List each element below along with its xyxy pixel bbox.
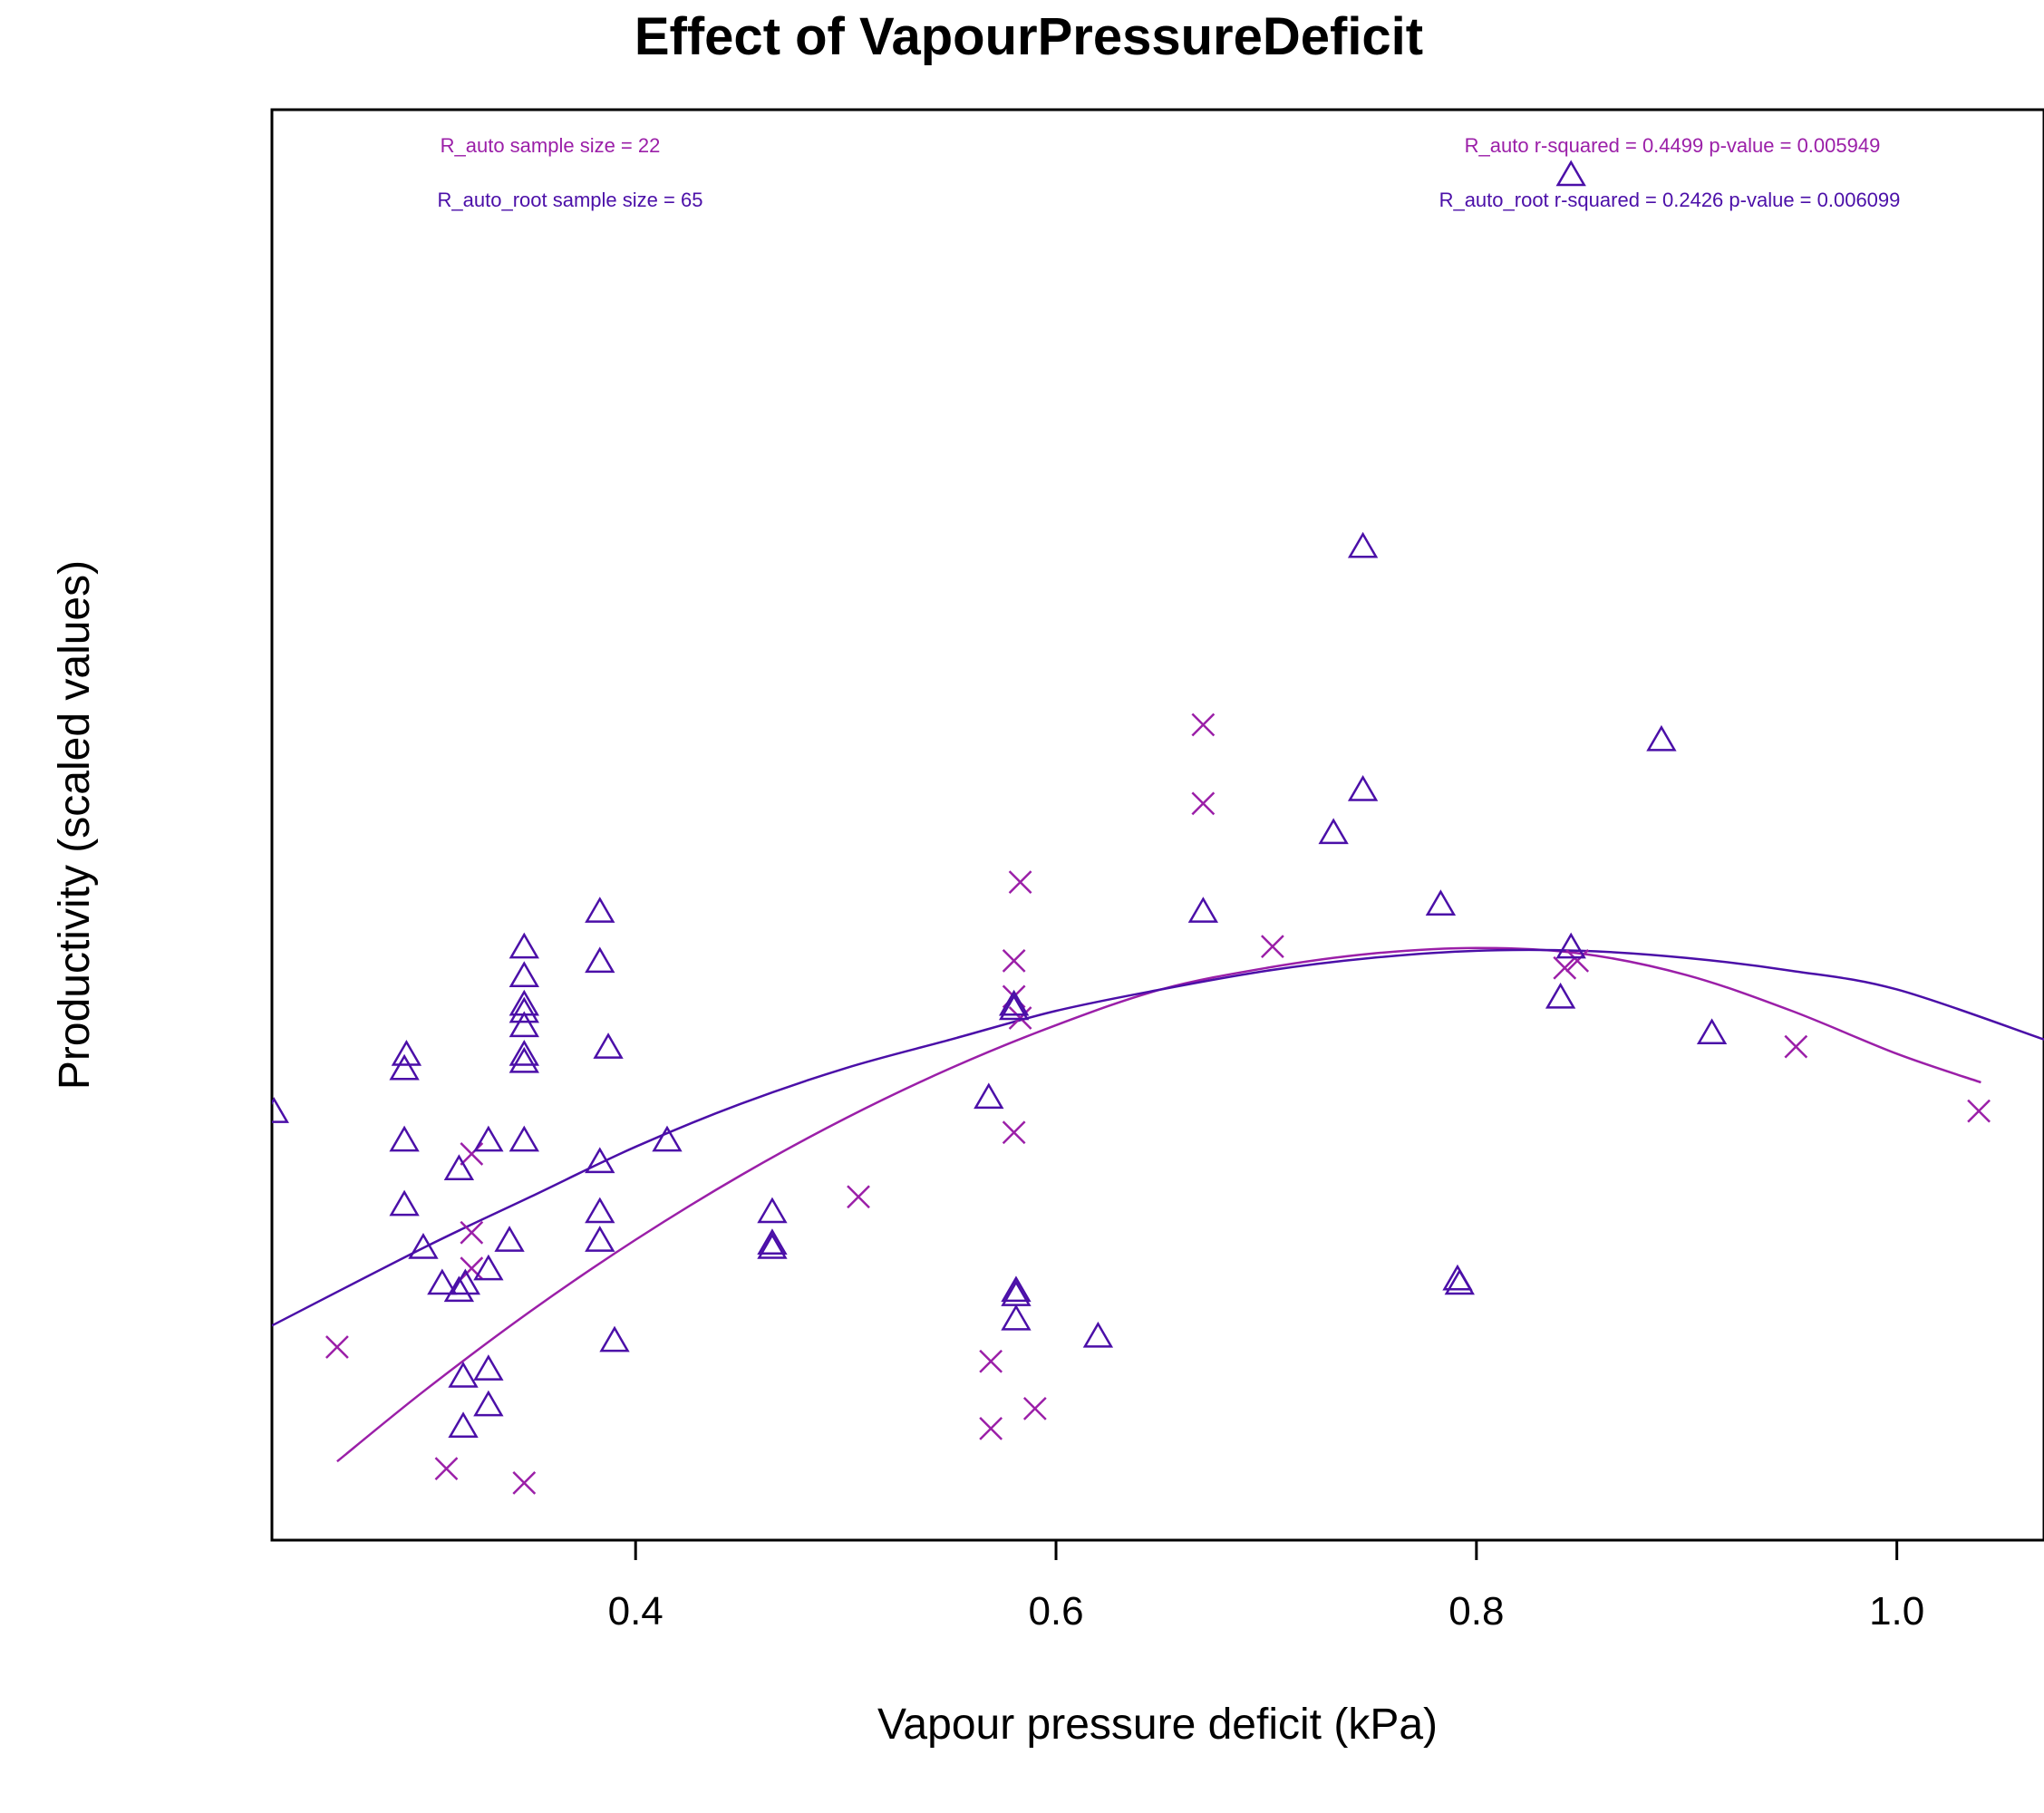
annotation-auto-sample-size: R_auto sample size = 22 [441,134,661,157]
data-point-triangle [473,1125,504,1152]
data-point-triangle [757,1233,788,1259]
data-point-triangle [1347,775,1379,801]
data-point-cross [1565,949,1590,973]
data-point-triangle [1425,889,1457,916]
data-point-triangle [509,996,539,1023]
data-point-triangle [450,1268,481,1295]
data-point-triangle [408,1233,439,1259]
data-point-cross [325,1335,349,1359]
data-point-triangle [1318,818,1349,845]
fit-curves [272,946,2044,1463]
annotation-root-stats: R_auto_root r-squared = 0.2426 p-value =… [1439,189,1901,211]
data-point-triangle [494,1226,525,1252]
data-point-triangle [391,1039,422,1066]
data-point-triangle [473,1390,504,1417]
plot-frame [270,108,2044,1542]
data-point-triangle [1347,531,1379,558]
data-point-triangle [389,1125,420,1152]
data-point-triangle [427,1268,458,1295]
data-point-triangle [443,1154,475,1180]
data-point-triangle [389,1189,420,1217]
data-point-triangle [509,1046,539,1073]
x-tick-label: 0.8 [1448,1589,1504,1634]
data-point-triangle [448,1362,479,1388]
x-tick-label: 0.4 [608,1589,664,1634]
data-point-triangle [1696,1018,1728,1045]
data-point-cross [512,1470,537,1495]
chart-title: Effect of VapourPressureDeficit [635,7,1423,66]
data-point-triangle [1187,897,1219,923]
data-point-triangle [389,1053,420,1081]
data-point-triangle [652,1125,683,1152]
data-point-cross [1002,1120,1026,1145]
data-point-cross [979,1349,1003,1373]
fit-curve [336,946,1981,1463]
data-point-triangle [473,1354,504,1381]
data-point-triangle [509,1125,539,1152]
annotation-root-sample-size: R_auto_root sample size = 65 [438,189,703,211]
data-point-cross [1191,713,1216,737]
data-point-triangle [473,1254,504,1281]
data-point-triangle [272,1097,289,1123]
data-point-cross [460,1256,484,1281]
data-point-triangle [509,1011,539,1038]
data-point-triangle [1442,1264,1473,1291]
data-point-cross [1191,791,1216,816]
data-point-triangle [448,1411,479,1439]
data-point-cross [434,1457,459,1480]
x-tick-label: 1.0 [1869,1589,1924,1634]
data-point-cross [847,1185,870,1209]
data-point-cross [460,1220,484,1245]
data-point-cross [1784,1034,1808,1059]
data-point-cross [460,1142,484,1166]
data-point-cross [979,1417,1003,1440]
data-point-triangle [585,946,615,974]
data-point-triangle [585,897,615,923]
data-point-triangle [1444,1268,1475,1295]
x-axis-label: Vapour pressure deficit (kPa) [877,1701,1438,1749]
data-point-triangle [1001,1275,1032,1303]
data-point-triangle [1545,982,1576,1009]
fit-curve [272,948,2044,1327]
data-point-triangle [1001,1304,1032,1331]
data-point-triangle [509,961,539,987]
data-point-triangle [757,1228,788,1256]
data-point-triangle [585,1197,615,1224]
data-point-cross [1553,955,1577,980]
data-point-triangle [974,1082,1004,1110]
data-point-triangle [443,1275,475,1303]
y-axis-label: Productivity (scaled values) [51,560,99,1090]
data-point-triangle [1082,1321,1114,1348]
data-point-triangle [593,1033,624,1059]
data-point-triangle [998,989,1030,1016]
data-point-triangle [585,1147,615,1174]
data-point-triangle [1555,160,1586,187]
data-point-triangle [599,1325,630,1352]
data-point-triangle [509,1039,539,1066]
x-axis-ticks: 0.4 0.6 0.8 1.0 [608,1540,1924,1634]
data-point-triangle [1646,724,1677,751]
data-point-cross [1008,870,1032,895]
data-point-triangle [585,1226,615,1252]
data-points [272,160,1991,1495]
data-point-cross [1022,1396,1047,1420]
data-point-cross [1967,1099,1991,1123]
annotation-auto-stats: R_auto r-squared = 0.4499 p-value = 0.00… [1465,134,1881,157]
data-point-triangle [998,994,1030,1021]
data-point-cross [1002,949,1026,973]
data-point-triangle [1555,932,1586,959]
data-point-cross [1261,935,1284,959]
x-tick-label: 0.6 [1028,1589,1083,1634]
data-point-triangle [757,1197,788,1224]
data-point-triangle [509,932,539,959]
